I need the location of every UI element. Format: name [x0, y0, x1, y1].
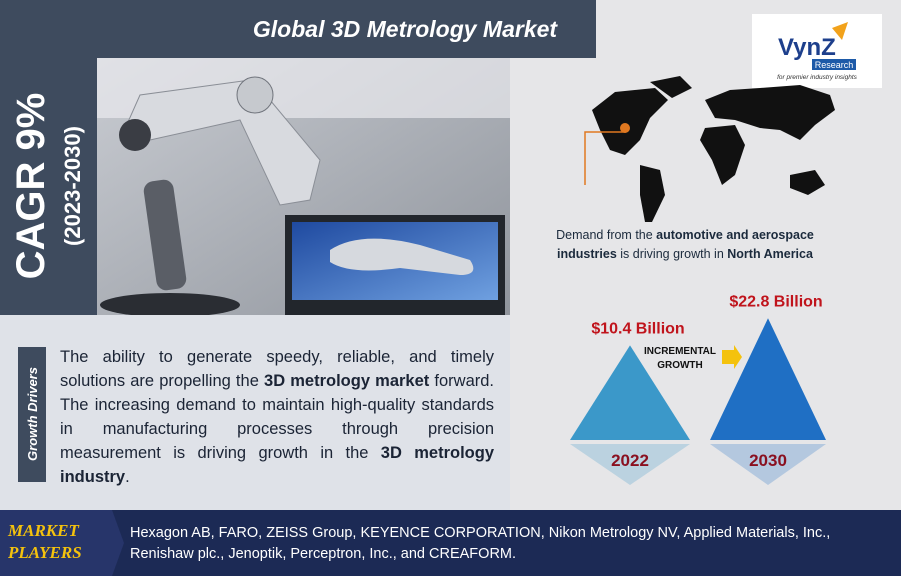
cagr-band: [0, 58, 97, 315]
market-triangle: [710, 318, 826, 440]
map-pin: [620, 123, 630, 133]
logo-sub-bg: [812, 59, 856, 70]
map-caption: Demand from the automotive and aerospace…: [535, 226, 835, 264]
logo-name: VynZ: [778, 34, 836, 61]
world-map: [592, 76, 835, 222]
cagr-period: (2023-2030): [60, 126, 85, 246]
text-segment: automotive and aerospace industries: [557, 228, 814, 261]
text-segment: is driving growth in: [616, 247, 728, 261]
triangle-reflection: [710, 444, 826, 485]
incremental-label: INCREMENTAL: [644, 346, 716, 357]
market-triangle: [570, 345, 690, 440]
text-segment: North America: [727, 247, 813, 261]
text-segment: 3D metrology market: [264, 372, 430, 390]
text-segment: .: [125, 468, 130, 486]
year-label: 2022: [611, 451, 649, 470]
text-segment: 3D metrology industry: [60, 444, 494, 486]
text-segment: The ability to generate speedy, reliable…: [60, 348, 494, 390]
triangle-reflection: [570, 444, 690, 485]
year-label: 2030: [749, 451, 787, 470]
text-segment: Demand from the: [556, 228, 657, 242]
value-label: $22.8 Billion: [729, 293, 822, 310]
market-triangles: $10.4 Billion 2022 $22.8 Billion 2030 INCREM…: [570, 293, 826, 485]
logo-box: [752, 14, 882, 88]
drivers-label: Growth Drivers: [25, 367, 40, 461]
logo-tagline: for premier industry insights: [777, 74, 858, 81]
incremental-arrow: [722, 345, 742, 369]
text-segment: forward. The increasing demand to mainta…: [60, 372, 495, 462]
cagr-label: CAGR 9%: [9, 93, 53, 280]
drivers-label-bg: [18, 347, 46, 482]
photo: [97, 58, 510, 317]
players-label: MARKET: [7, 521, 79, 540]
players-tab: [0, 510, 124, 576]
incremental-label: GROWTH: [657, 360, 703, 371]
drivers-text: The ability to generate speedy, reliable…: [60, 345, 494, 489]
players-label: PLAYERS: [7, 543, 82, 562]
title: Global 3D Metrology Market: [253, 16, 559, 42]
logo-sub: Research: [815, 60, 854, 70]
value-label: $10.4 Billion: [591, 320, 684, 337]
bottom-bar: [0, 510, 901, 576]
drivers-panel: [0, 315, 510, 510]
title-banner: [0, 0, 596, 58]
players-text: Hexagon AB, FARO, ZEISS Group, KEYENCE C…: [130, 525, 831, 562]
logo-arrow: [832, 22, 848, 40]
